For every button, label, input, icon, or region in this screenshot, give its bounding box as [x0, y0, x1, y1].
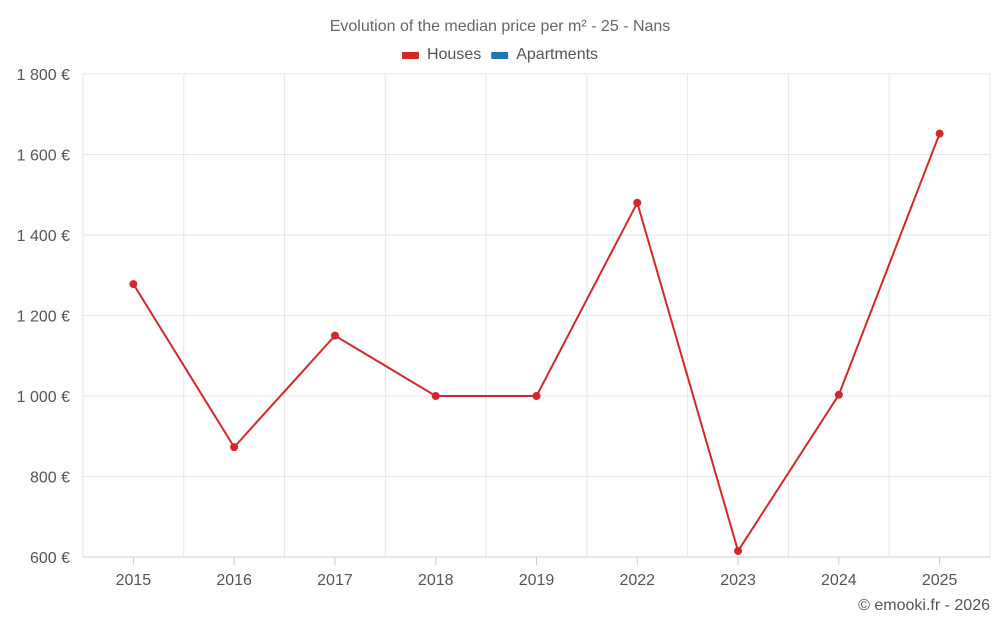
series-layer: [129, 129, 944, 555]
legend-item-apartments[interactable]: Apartments: [491, 46, 598, 63]
credit-text: © emooki.fr - 2026: [858, 597, 990, 614]
legend-swatch: [401, 52, 419, 59]
data-point[interactable]: [935, 129, 944, 138]
y-tick-label: 800 €: [30, 470, 70, 487]
y-tick-label: 1 000 €: [17, 389, 70, 406]
y-tick-label: 600 €: [30, 550, 70, 567]
x-axis: 2015 2016 2017 2018 2019 2022 2023 2024 2025: [83, 556, 990, 589]
x-tick-label: 2025: [922, 572, 958, 589]
data-point[interactable]: [834, 390, 843, 399]
y-tick-label: 1 400 €: [17, 228, 70, 245]
data-point[interactable]: [633, 198, 642, 207]
legend-item-houses[interactable]: Houses: [401, 46, 481, 63]
x-tick-label: 2015: [116, 572, 152, 589]
data-point[interactable]: [532, 392, 541, 400]
x-tick-label: 2018: [418, 572, 454, 589]
x-tick-label: 2017: [317, 572, 353, 589]
legend: Houses Apartments: [401, 46, 598, 63]
legend-label: Apartments: [516, 46, 598, 63]
y-tick-label: 1 200 €: [17, 309, 70, 326]
data-point[interactable]: [129, 280, 138, 289]
y-tick-label: 1 800 €: [17, 67, 70, 84]
x-tick-label: 2023: [720, 572, 756, 589]
x-tick-label: 2022: [619, 572, 655, 589]
x-tick-label: 2016: [216, 572, 252, 589]
data-point[interactable]: [330, 331, 339, 340]
x-tick-label: 2024: [821, 572, 857, 589]
data-point[interactable]: [230, 443, 239, 452]
grid: [82, 73, 991, 557]
y-tick-label: 1 600 €: [17, 148, 70, 165]
legend-swatch: [491, 52, 509, 59]
chart-title: Evolution of the median price per m² - 2…: [330, 18, 671, 35]
x-tick-label: 2019: [519, 572, 555, 589]
y-axis: 600 € 800 € 1 000 € 1 200 € 1 400 € 1 600 € 1 …: [17, 67, 70, 567]
data-point[interactable]: [431, 392, 440, 400]
legend-label: Houses: [427, 46, 481, 63]
data-point[interactable]: [734, 546, 743, 555]
series-line-houses: [132, 133, 941, 554]
